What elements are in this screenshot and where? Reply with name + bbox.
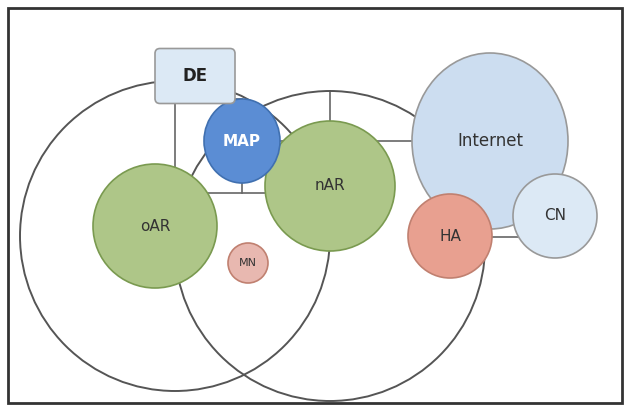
Text: nAR: nAR bbox=[315, 178, 345, 194]
Text: CN: CN bbox=[544, 208, 566, 224]
Text: Internet: Internet bbox=[457, 132, 523, 150]
Text: DE: DE bbox=[183, 67, 207, 85]
Ellipse shape bbox=[513, 174, 597, 258]
Text: MN: MN bbox=[239, 258, 257, 268]
Ellipse shape bbox=[93, 164, 217, 288]
Ellipse shape bbox=[228, 243, 268, 283]
FancyBboxPatch shape bbox=[8, 8, 622, 403]
Text: HA: HA bbox=[439, 229, 461, 243]
Ellipse shape bbox=[265, 121, 395, 251]
FancyBboxPatch shape bbox=[155, 48, 235, 104]
Ellipse shape bbox=[412, 53, 568, 229]
Ellipse shape bbox=[408, 194, 492, 278]
Text: oAR: oAR bbox=[140, 219, 170, 233]
Ellipse shape bbox=[204, 99, 280, 183]
Text: MAP: MAP bbox=[223, 134, 261, 148]
